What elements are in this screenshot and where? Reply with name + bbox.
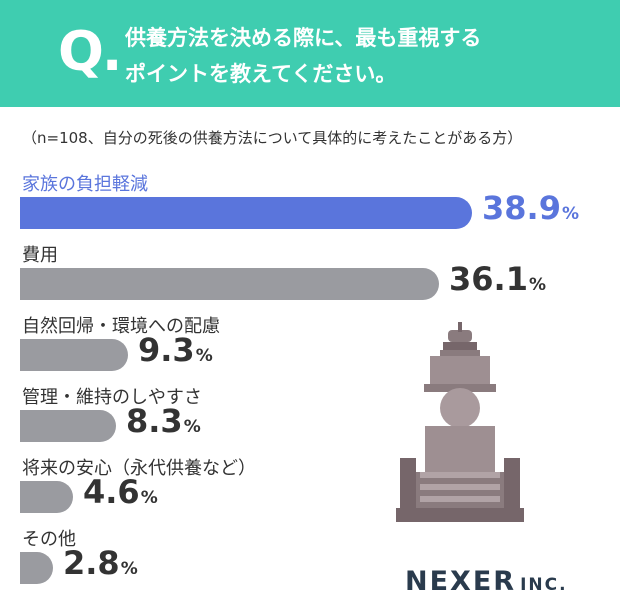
value-number: 36.1: [449, 260, 528, 298]
logo-sub: INC.: [520, 575, 568, 595]
bar: [20, 552, 53, 584]
question-line-1: 供養方法を決める際に、最も重視する: [125, 26, 482, 50]
value-number: 38.9: [482, 189, 561, 227]
percent-sign: %: [140, 488, 158, 508]
value-label: 2.8%: [63, 544, 138, 582]
bar: [20, 481, 73, 513]
question-banner: Q. 供養方法を決める際に、最も重視する ポイントを教えてください。: [0, 0, 620, 107]
value-label: 4.6%: [83, 473, 158, 511]
category-label: 自然回帰・環境への配慮: [22, 316, 220, 337]
percent-sign: %: [561, 204, 579, 224]
bar: [20, 268, 439, 300]
percent-sign: %: [183, 417, 201, 437]
sample-note: （n=108、自分の死後の供養方法について具体的に考えたことがある方）: [22, 129, 523, 147]
value-number: 2.8: [63, 544, 120, 582]
value-number: 9.3: [138, 331, 195, 369]
percent-sign: %: [528, 275, 546, 295]
category-label: 費用: [22, 245, 58, 266]
logo-main: NEXER: [405, 566, 517, 597]
bar: [20, 410, 116, 442]
category-label: 管理・維持のしやすさ: [22, 387, 202, 408]
value-label: 8.3%: [126, 402, 201, 440]
bar: [20, 339, 128, 371]
gravestone-icon: [396, 322, 524, 522]
percent-sign: %: [195, 346, 213, 366]
value-number: 8.3: [126, 402, 183, 440]
percent-sign: %: [120, 559, 138, 579]
value-label: 36.1%: [449, 260, 546, 298]
q-mark: Q.: [58, 20, 122, 83]
value-number: 4.6: [83, 473, 140, 511]
category-label: 家族の負担軽減: [22, 174, 148, 195]
value-label: 9.3%: [138, 331, 213, 369]
category-label: 将来の安心（永代供養など）: [22, 458, 256, 479]
bar: [20, 197, 472, 229]
category-label: その他: [22, 529, 76, 550]
nexer-logo: NEXER INC.: [405, 566, 568, 597]
question-line-2: ポイントを教えてください。: [125, 62, 397, 86]
value-label: 38.9%: [482, 189, 579, 227]
